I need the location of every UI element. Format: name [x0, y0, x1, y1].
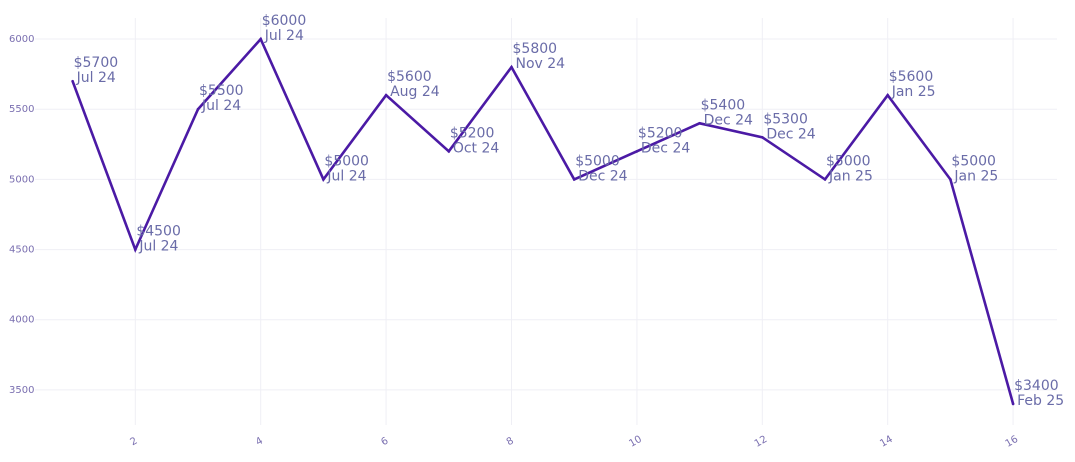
y-tick-label: 4500 [9, 245, 34, 256]
x-tick-label: 14 [878, 434, 895, 450]
x-tick-label: 10 [627, 434, 644, 450]
data-point [761, 135, 764, 139]
data-date-label: Dec 24 [641, 140, 690, 156]
grid [35, 18, 1057, 425]
data-point [572, 178, 576, 181]
data-date-label: Aug 24 [390, 84, 440, 100]
data-value-label: $5400 [701, 97, 746, 113]
data-date-label: Oct 24 [453, 140, 500, 156]
data-date-label: Dec 24 [766, 126, 815, 142]
data-date-label: Jan 25 [953, 168, 998, 184]
data-value-label: $5300 [763, 111, 808, 127]
x-tick-label: 8 [505, 435, 516, 448]
x-tick-label: 2 [129, 435, 140, 448]
data-value-label: $5600 [387, 69, 432, 85]
data-date-label: Jul 24 [138, 239, 178, 255]
data-point [134, 248, 137, 251]
data-date-label: Feb 25 [1017, 393, 1064, 409]
data-point [71, 79, 74, 83]
data-value-label: $5000 [826, 153, 871, 169]
x-tick-label: 4 [254, 435, 265, 448]
data-value-label: $5200 [450, 125, 495, 141]
data-date-label: Dec 24 [578, 168, 627, 184]
data-point [886, 93, 890, 97]
data-value-label: $5000 [951, 153, 996, 169]
data-point [259, 37, 263, 41]
y-tick-label: 4000 [9, 315, 34, 326]
data-date-label: Jul 24 [201, 98, 241, 114]
x-tick-label: 12 [753, 434, 770, 450]
series-line [71, 36, 1015, 405]
data-point [1011, 402, 1015, 406]
data-date-label: Jul 24 [76, 70, 116, 86]
data-point [447, 150, 451, 153]
data-value-label: $4500 [136, 224, 181, 240]
data-point [384, 93, 388, 97]
data-point [698, 121, 701, 125]
y-tick-label: 5000 [9, 174, 34, 185]
data-value-label: $5600 [889, 69, 934, 85]
data-point [635, 150, 639, 153]
x-tick-label: 6 [379, 435, 390, 448]
data-value-label: $6000 [262, 13, 307, 29]
data-value-label: $5200 [638, 125, 683, 141]
data-value-label: $5800 [513, 41, 558, 57]
data-date-label: Jan 25 [891, 84, 936, 100]
axis-ticks: 3500 4000 4500 5000 5500 6000 2 4 6 8 10 12 14 16 [9, 34, 1020, 450]
data-date-label: Nov 24 [516, 56, 566, 72]
data-value-label: $3400 [1014, 378, 1059, 394]
series-line-group [71, 36, 1015, 406]
data-point [823, 178, 827, 181]
data-value-label: $5000 [324, 153, 369, 169]
data-value-label: $5500 [199, 83, 244, 99]
y-tick-label: 3500 [9, 385, 34, 396]
data-value-label: $5000 [575, 153, 620, 169]
data-point [949, 178, 952, 181]
data-value-label: $5700 [74, 55, 119, 71]
data-date-label: Jul 24 [326, 168, 366, 184]
data-date-label: Jan 25 [828, 168, 873, 184]
data-date-label: Jul 24 [264, 28, 304, 44]
data-date-label: Dec 24 [704, 112, 753, 128]
y-tick-label: 6000 [9, 34, 34, 45]
data-point [510, 65, 513, 69]
data-point [322, 178, 325, 181]
data-point [196, 107, 200, 111]
y-tick-label: 5500 [9, 104, 34, 115]
x-tick-label: 16 [1004, 434, 1021, 450]
